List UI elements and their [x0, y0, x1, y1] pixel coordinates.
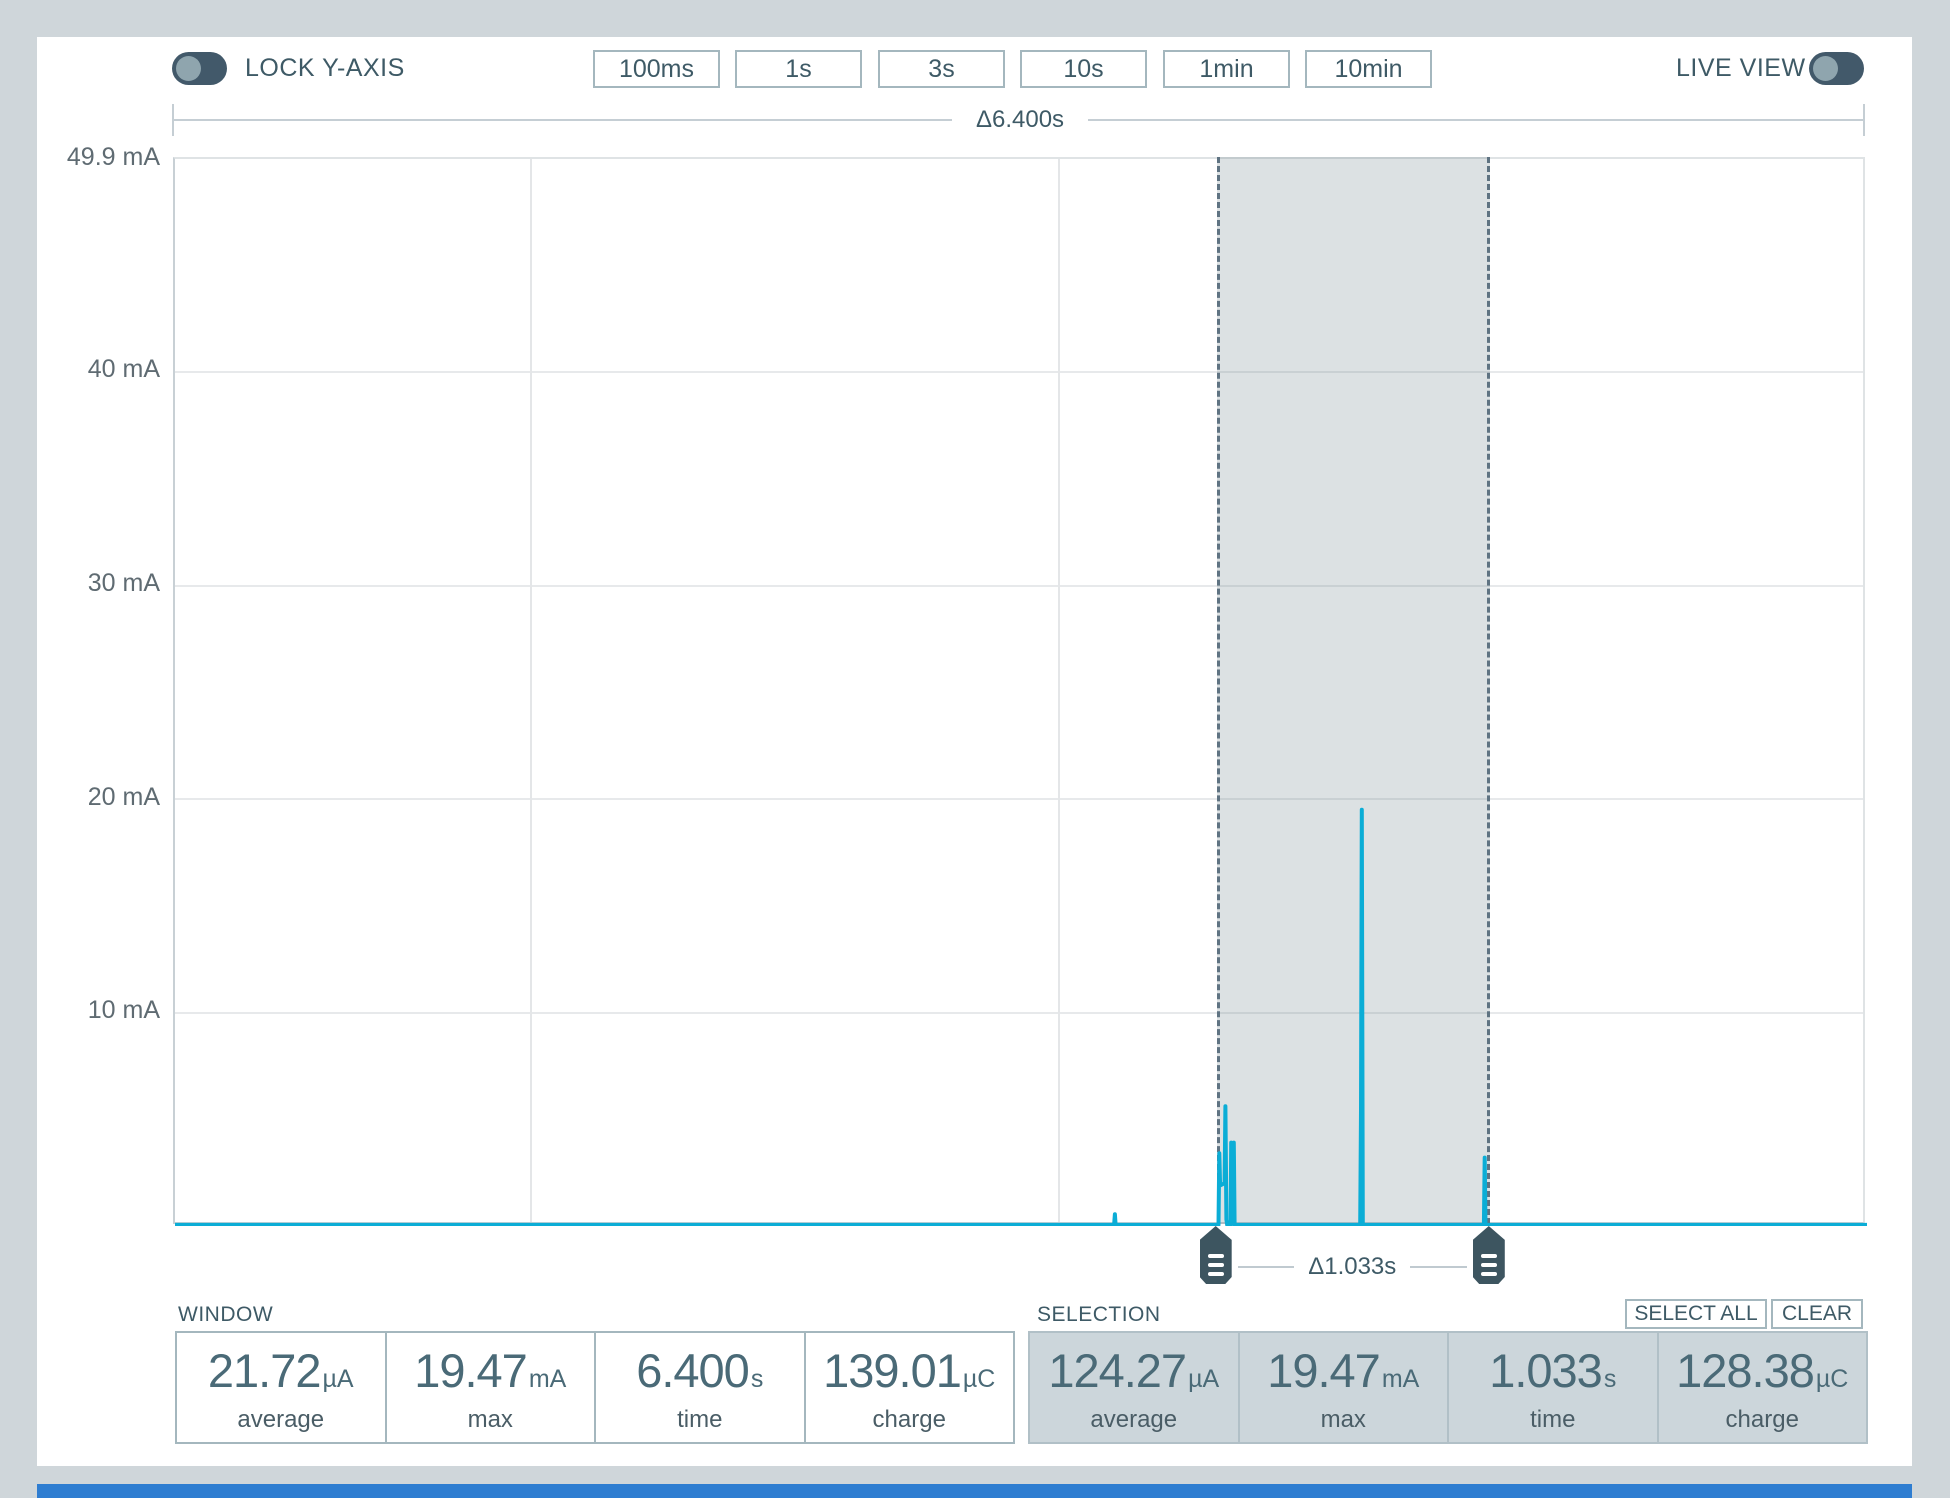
stat-unit: µC: [1815, 1365, 1849, 1393]
zoom-button-3s[interactable]: 3s: [878, 50, 1005, 88]
stat-label: charge: [872, 1406, 946, 1433]
stat-value: 124.27: [1048, 1344, 1187, 1397]
grip-lines-icon: [1207, 1254, 1224, 1258]
lock-y-axis-label: LOCK Y-AXIS: [245, 54, 405, 82]
selection-average-stat: 124.27 µA average: [1030, 1333, 1238, 1442]
stat-value: 6.400: [636, 1344, 750, 1397]
stat-value: 128.38: [1676, 1344, 1815, 1397]
stat-label: max: [1320, 1406, 1366, 1433]
live-view-toggle[interactable]: [1809, 52, 1864, 85]
stat-unit: µA: [1188, 1365, 1220, 1393]
stat-unit: mA: [528, 1365, 567, 1393]
stat-value: 21.72: [207, 1344, 322, 1397]
selection-max-stat: 19.47 mA max: [1237, 1333, 1448, 1442]
stat-unit: s: [750, 1365, 764, 1393]
selection-delta-row: Δ1.033s: [1237, 1252, 1467, 1282]
app-panel: [37, 37, 1912, 1466]
stat-label: average: [237, 1406, 325, 1433]
zoom-button-10s[interactable]: 10s: [1020, 50, 1147, 88]
zoom-button-1min[interactable]: 1min: [1163, 50, 1290, 88]
current-trace-line: [175, 807, 1867, 1226]
stat-value: 1.033: [1489, 1344, 1603, 1397]
selection-stats-panel: 124.27 µA average 19.47 mA max 1.033 s time…: [1028, 1331, 1868, 1444]
grip-lines-icon: [1207, 1263, 1224, 1267]
y-axis-label-49-9ma: 49.9 mA: [66, 143, 160, 171]
zoom-button-100ms[interactable]: 100ms: [593, 50, 720, 88]
window-bracket-right-tick: [1863, 104, 1865, 136]
select-all-button[interactable]: SELECT ALL: [1625, 1299, 1767, 1329]
gridline-20ma: [175, 798, 1863, 800]
zoom-button-1s[interactable]: 1s: [735, 50, 862, 88]
stat-label: time: [677, 1406, 723, 1433]
selection-handle-left[interactable]: [1199, 1226, 1232, 1284]
window-time-stat: 6.400 s time: [594, 1333, 804, 1442]
selection-handle-right[interactable]: [1472, 1226, 1505, 1284]
stat-label: max: [467, 1406, 513, 1433]
window-average-stat: 21.72 µA average: [177, 1333, 385, 1442]
window-section-label: WINDOW: [178, 1303, 274, 1326]
stat-value: 139.01: [823, 1344, 962, 1397]
selection-overlay[interactable]: [1216, 157, 1490, 1224]
selection-section-label: SELECTION: [1037, 1303, 1161, 1326]
zoom-button-10min[interactable]: 10min: [1305, 50, 1432, 88]
chart-plot-area[interactable]: [173, 157, 1867, 1226]
window-bracket-left-tick: [172, 104, 174, 136]
grip-lines-icon: [1480, 1272, 1497, 1276]
grip-lines-icon: [1480, 1254, 1497, 1258]
live-view-label: LIVE VIEW: [1676, 54, 1806, 82]
window-stats-panel: 21.72 µA average 19.47 mA max 6.400 s time …: [175, 1331, 1015, 1444]
bottom-accent-bar: [37, 1484, 1912, 1498]
stat-unit: mA: [1381, 1365, 1420, 1393]
window-bracket-line: [174, 119, 952, 121]
selection-charge-stat: 128.38 µC charge: [1656, 1333, 1867, 1442]
selection-delta-label: Δ1.033s: [1308, 1253, 1397, 1280]
stat-label: average: [1090, 1406, 1178, 1433]
gridline-30ma: [175, 585, 1863, 587]
toggle-knob-icon: [1813, 56, 1838, 81]
window-delta-label: Δ6.400s: [975, 106, 1065, 133]
delta-connector-line: [1237, 1266, 1295, 1268]
toggle-knob-icon: [176, 56, 201, 81]
gridline-vertical: [530, 159, 532, 1222]
gridline-vertical: [1058, 159, 1060, 1222]
gridline-10ma: [175, 1012, 1863, 1014]
stat-label: time: [1530, 1406, 1576, 1433]
gridline-40ma: [175, 371, 1863, 373]
window-bracket-line: [1088, 119, 1863, 121]
stat-value: 19.47: [1267, 1344, 1381, 1397]
stat-unit: s: [1603, 1365, 1617, 1393]
y-axis-label-10ma: 10 mA: [87, 996, 160, 1024]
window-max-stat: 19.47 mA max: [384, 1333, 595, 1442]
grip-lines-icon: [1480, 1263, 1497, 1267]
selection-time-stat: 1.033 s time: [1447, 1333, 1657, 1442]
window-charge-stat: 139.01 µC charge: [803, 1333, 1014, 1442]
stat-value: 19.47: [414, 1344, 528, 1397]
y-axis-label-20ma: 20 mA: [87, 783, 160, 811]
lock-y-axis-toggle[interactable]: [172, 52, 227, 85]
delta-connector-line: [1410, 1266, 1467, 1268]
y-axis-label-30ma: 30 mA: [87, 569, 160, 597]
stat-label: charge: [1725, 1406, 1799, 1433]
y-axis-label-40ma: 40 mA: [87, 355, 160, 383]
clear-button[interactable]: CLEAR: [1771, 1299, 1863, 1329]
stat-unit: µC: [962, 1365, 996, 1393]
grip-lines-icon: [1207, 1272, 1224, 1276]
stat-unit: µA: [322, 1365, 354, 1393]
